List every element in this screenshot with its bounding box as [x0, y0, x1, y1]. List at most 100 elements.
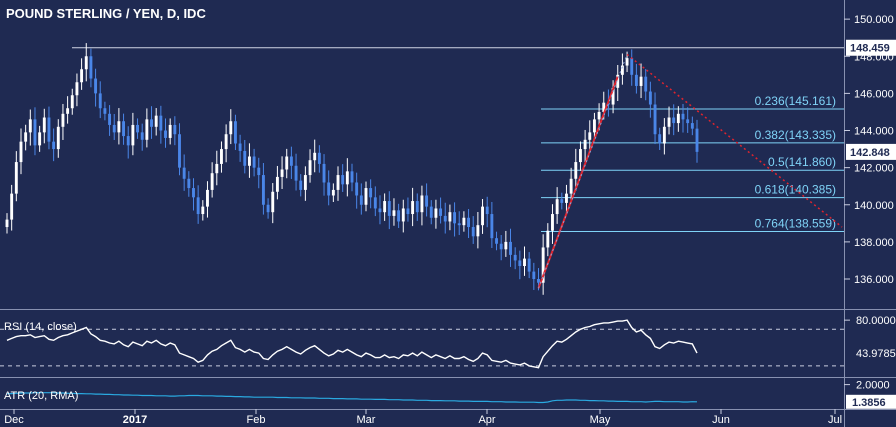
candle-body [560, 199, 564, 203]
candle-body [168, 124, 172, 138]
candle-body [285, 156, 289, 170]
trend-line-up [537, 76, 619, 289]
candle-body [658, 134, 662, 144]
candle-body [620, 65, 624, 75]
candle-body [485, 206, 489, 215]
fib-label-4: 0.764(138.559) [755, 217, 836, 231]
candle-body [61, 113, 65, 127]
candle-body [261, 175, 265, 205]
candle-body [206, 189, 209, 207]
candle-body [164, 130, 167, 138]
candle-body [546, 230, 550, 248]
candle-body [625, 58, 629, 66]
candle-body [19, 141, 23, 163]
candle-body [89, 56, 93, 79]
candle-body [373, 197, 377, 209]
candle-body [52, 141, 56, 150]
price-tick-label: 142.000 [854, 163, 894, 175]
price-tick-label: 140.000 [854, 200, 894, 212]
candle-body [401, 208, 405, 222]
candle-body [518, 260, 522, 267]
candle-body [541, 247, 545, 283]
price-badge-bg [846, 143, 896, 160]
candle-body [252, 156, 256, 168]
candle-body [406, 208, 410, 215]
fibonacci-levels: 0.236(145.161) 0.382(143.335) 0.5(141.860)… [541, 94, 844, 233]
candle-body [112, 124, 116, 133]
candle-body [42, 117, 46, 133]
candle-body [457, 223, 461, 226]
candle-body [551, 214, 554, 231]
candle-body [47, 117, 51, 142]
candle-body [28, 119, 32, 133]
fib-label-1: 0.382(143.335) [755, 128, 836, 142]
candle-body [588, 132, 592, 140]
candle-body [345, 171, 349, 185]
candle-body [513, 254, 517, 261]
price-panel: 0.236(145.161) 0.382(143.335) 0.5(141.860)… [5, 6, 896, 295]
candle-body [327, 182, 331, 196]
candle-body [14, 162, 18, 194]
atr-badge-bg [846, 394, 896, 409]
candle-body [453, 212, 457, 224]
candle-body [467, 217, 470, 228]
candle-body [266, 204, 270, 213]
candle-body [523, 258, 526, 267]
candle-body [336, 175, 340, 190]
atr-last-value: 1.3856 [852, 397, 886, 409]
candle-body [182, 167, 186, 179]
candle-body [690, 123, 694, 129]
candle-body [257, 167, 261, 176]
candle-body [681, 113, 685, 120]
price-tick-label: 138.000 [854, 237, 894, 249]
price-tick-label: 146.000 [854, 88, 894, 100]
candle-body [481, 206, 484, 226]
fib-label-2: 0.5(141.860) [768, 155, 836, 169]
price-tick-label: 144.000 [854, 126, 894, 138]
price-badge-label: 142.848 [850, 147, 890, 159]
candle-body [299, 180, 303, 190]
candle-body [5, 219, 9, 228]
candle-body [33, 119, 37, 146]
fib-label-0: 0.236(145.161) [755, 94, 836, 108]
candle-body [66, 108, 70, 114]
rsi-last-value: 43.9785 [856, 348, 896, 360]
candle-body [425, 195, 429, 207]
candle-body [597, 111, 601, 120]
candle-body [136, 124, 139, 133]
candle-body [602, 102, 606, 112]
candle-body [434, 208, 438, 218]
candle-body [56, 126, 60, 150]
time-tick-label: Apr [478, 414, 495, 426]
candle-body [24, 132, 28, 142]
candle-body [439, 208, 443, 216]
candle-body [271, 191, 275, 213]
candle-body [527, 258, 531, 272]
candle-body [117, 121, 121, 133]
candle-body [378, 208, 382, 213]
candle-body [215, 163, 219, 174]
atr-panel: ATR (20, RMA) 2.0000 1.3856 [4, 380, 896, 409]
trend-line-down [626, 53, 843, 228]
candle-body [108, 113, 112, 125]
candle-body [313, 152, 317, 161]
time-tick-label: 2017 [123, 414, 147, 426]
candle-body [369, 188, 373, 198]
price-axis: 136.000 138.000 140.000 142.000 144.000 146.0… [844, 14, 894, 286]
candle-body [462, 217, 466, 226]
candle-body [238, 143, 242, 151]
time-tick-label: Mar [357, 414, 376, 426]
candle-body [355, 182, 359, 196]
rsi-panel: RSI (14, close) 80.0000 43.9785 [0, 315, 896, 369]
candle-body [331, 189, 335, 196]
price-tick-label: 150.000 [854, 14, 894, 26]
candle-body [630, 58, 634, 75]
trend-line-up-dashed [538, 54, 628, 289]
candle-body [667, 117, 671, 127]
candle-body [359, 195, 363, 205]
candle-body [289, 156, 293, 166]
candle-body [686, 119, 690, 124]
rsi-axis: 80.0000 [844, 315, 896, 327]
